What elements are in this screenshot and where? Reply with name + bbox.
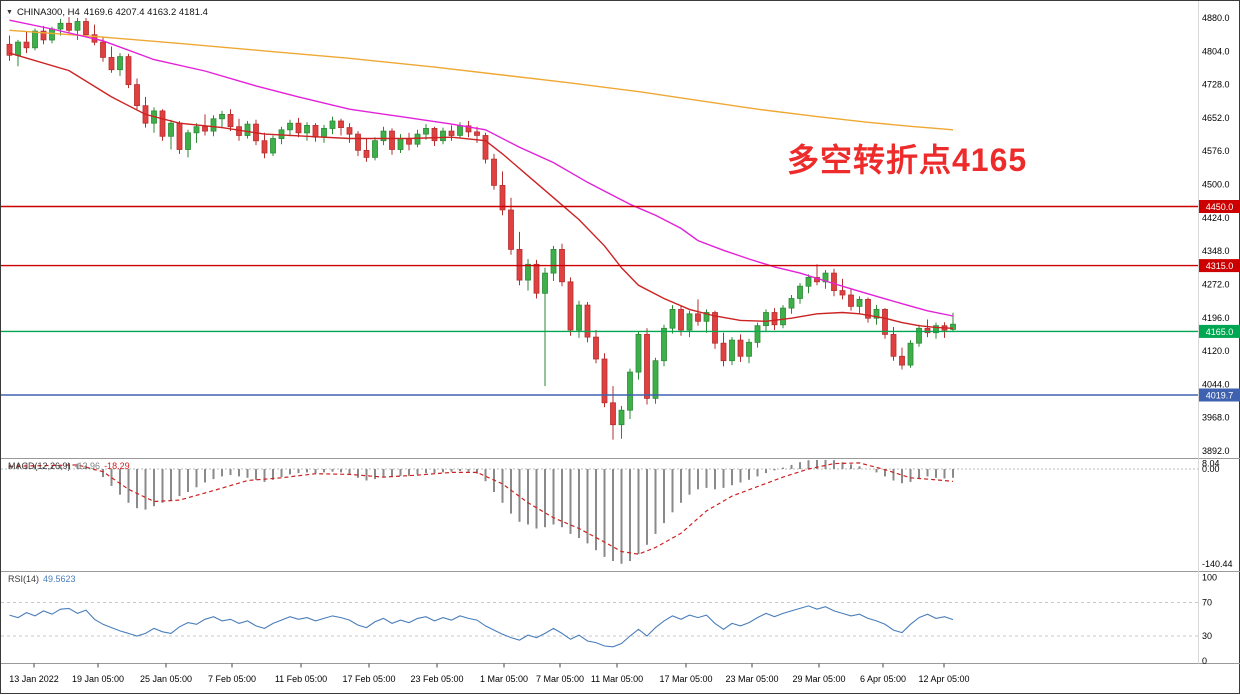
ma-fast-red — [9, 52, 954, 329]
macd-axis-label: 8.04 — [1202, 459, 1220, 469]
symbol-dropdown-icon[interactable]: ▼ — [6, 9, 13, 16]
svg-text:4450.0: 4450.0 — [1206, 202, 1234, 212]
annotation-text: 多空转折点4165 — [787, 142, 1028, 178]
svg-text:4804.0: 4804.0 — [1202, 46, 1230, 56]
macd-axis-label: 0.00 — [1202, 464, 1220, 474]
svg-text:11 Feb 05:00: 11 Feb 05:00 — [275, 674, 327, 684]
svg-text:4044.0: 4044.0 — [1202, 379, 1230, 389]
macd-axis-label: -140.44 — [1202, 559, 1233, 569]
rsi-line — [9, 605, 954, 648]
rsi-name: RSI(14) — [8, 574, 40, 584]
macd-signal-line — [9, 462, 954, 555]
svg-text:25 Jan 05:00: 25 Jan 05:00 — [140, 674, 192, 684]
svg-text:23 Feb 05:00: 23 Feb 05:00 — [410, 674, 463, 684]
symbol-name: CHINA300, H4 — [16, 7, 80, 18]
svg-text:13 Jan 2022: 13 Jan 2022 — [9, 674, 59, 684]
rsi-axis-label: 100 — [1202, 573, 1217, 583]
svg-text:4652.0: 4652.0 — [1202, 113, 1230, 123]
svg-text:3892.0: 3892.0 — [1202, 446, 1230, 456]
price-axis: 4880.0 4804.0 4728.0 4652.0 4576.0 4500.0 4424… — [1202, 13, 1230, 456]
macd-indicator-label: MACD(12,26,9) -12.96 -18.29 — [8, 461, 130, 471]
rsi-axis-label: 30 — [1202, 631, 1212, 641]
svg-text:4500.0: 4500.0 — [1202, 180, 1230, 190]
symbol-ohlc-label: ▼ CHINA300, H4 4169.6 4207.4 4163.2 4181… — [6, 7, 208, 18]
svg-text:19 Jan 05:00: 19 Jan 05:00 — [72, 674, 124, 684]
svg-text:4272.0: 4272.0 — [1202, 280, 1230, 290]
svg-text:6 Apr 05:00: 6 Apr 05:00 — [860, 674, 906, 684]
svg-text:23 Mar 05:00: 23 Mar 05:00 — [725, 674, 778, 684]
price-level-4315.0[interactable]: 4315.0 — [1, 259, 1240, 273]
svg-text:29 Mar 05:00: 29 Mar 05:00 — [792, 674, 845, 684]
svg-text:4196.0: 4196.0 — [1202, 313, 1230, 323]
svg-text:3968.0: 3968.0 — [1202, 413, 1230, 423]
rsi-value: 49.5623 — [43, 574, 76, 584]
price-level-4165.0[interactable]: 4165.0 — [1, 324, 1240, 338]
price-level-4019.7[interactable]: 4019.7 — [1, 388, 1240, 402]
time-axis[interactable]: 13 Jan 2022 19 Jan 05:00 25 Jan 05:00 7 Feb… — [9, 663, 970, 685]
svg-text:4576.0: 4576.0 — [1202, 146, 1230, 156]
svg-text:7 Mar 05:00: 7 Mar 05:00 — [536, 674, 584, 684]
svg-text:11 Mar 05:00: 11 Mar 05:00 — [591, 674, 643, 684]
macd-value-main: -12.96 — [74, 461, 101, 471]
rsi-indicator-label: RSI(14) 49.5623 — [8, 574, 76, 584]
svg-text:4120.0: 4120.0 — [1202, 346, 1230, 356]
ma-mid-magenta — [9, 19, 954, 317]
svg-text:17 Mar 05:00: 17 Mar 05:00 — [659, 674, 712, 684]
price-level-4450.0[interactable]: 4450.0 — [1, 200, 1240, 213]
rsi-axis-label: 0 — [1202, 656, 1207, 666]
svg-text:4348.0: 4348.0 — [1202, 246, 1230, 256]
ma-slow-orange — [9, 29, 954, 131]
svg-text:7 Feb 05:00: 7 Feb 05:00 — [208, 674, 256, 684]
macd-value-signal: -18.29 — [104, 461, 130, 471]
svg-text:1 Mar 05:00: 1 Mar 05:00 — [480, 674, 528, 684]
svg-text:4424.0: 4424.0 — [1202, 213, 1230, 223]
svg-text:4728.0: 4728.0 — [1202, 80, 1230, 90]
candles-layer — [6, 17, 956, 440]
svg-text:4019.7: 4019.7 — [1206, 391, 1234, 401]
macd-name: MACD(12,26,9) — [8, 461, 71, 471]
svg-text:4165.0: 4165.0 — [1206, 327, 1234, 337]
ohlc-values: 4169.6 4207.4 4163.2 4181.4 — [83, 7, 208, 18]
svg-text:4315.0: 4315.0 — [1206, 261, 1234, 271]
svg-text:4880.0: 4880.0 — [1202, 13, 1230, 23]
svg-text:17 Feb 05:00: 17 Feb 05:00 — [342, 674, 395, 684]
macd-histogram — [8, 460, 954, 564]
svg-text:12 Apr 05:00: 12 Apr 05:00 — [918, 674, 969, 684]
rsi-axis-label: 70 — [1202, 598, 1212, 608]
